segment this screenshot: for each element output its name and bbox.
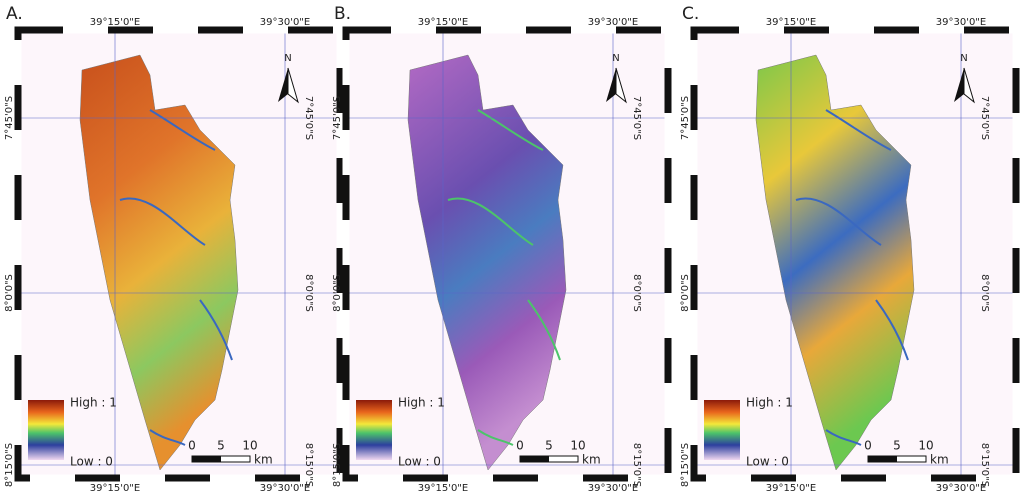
scale-tick: 0 xyxy=(864,439,872,453)
panel-label: B. xyxy=(334,4,351,24)
map-panel: C. 39°15'0"E 39°15'0"E 39°30'0"E 39°30'0"E 7°… xyxy=(680,4,1020,494)
latitude-label: 8°0'0"S xyxy=(680,274,691,312)
scale-bar xyxy=(520,456,549,462)
longitude-label: 39°15'0"E xyxy=(418,17,468,28)
latitude-label: 8°0'0"S xyxy=(631,274,642,312)
legend-ramp xyxy=(356,400,392,460)
latitude-label: 8°15'0"S xyxy=(631,443,642,487)
river xyxy=(795,109,909,446)
north-arrow xyxy=(278,68,288,102)
river xyxy=(447,109,561,446)
latitude-label: 8°0'0"S xyxy=(332,274,343,312)
river xyxy=(119,109,233,446)
map-panel: B. 39°15'0"E 39°15'0"E 39°30'0"E 39°30'0"E 7°… xyxy=(332,4,672,494)
legend-low: Low : 0 xyxy=(746,455,789,469)
scale-tick: 0 xyxy=(188,439,196,453)
latitude-label: 8°0'0"S xyxy=(979,274,990,312)
north-arrow xyxy=(606,68,616,102)
latitude-label: 8°15'0"S xyxy=(979,443,990,487)
latitude-label: 7°45'0"S xyxy=(303,96,314,140)
scale-tick: 10 xyxy=(570,439,585,453)
latitude-label: 8°15'0"S xyxy=(4,443,15,487)
legend-high: High : 1 xyxy=(70,396,117,410)
latitude-label: 8°15'0"S xyxy=(332,443,343,487)
legend-low: Low : 0 xyxy=(70,455,113,469)
north-arrow xyxy=(954,68,964,102)
longitude-label: 39°15'0"E xyxy=(766,17,816,28)
north-arrow xyxy=(287,67,299,104)
latitude-label: 8°15'0"S xyxy=(303,443,314,487)
north-label: N xyxy=(612,53,619,64)
latitude-label: 7°45'0"S xyxy=(680,96,691,140)
latitude-label: 8°15'0"S xyxy=(680,443,691,487)
frame-border xyxy=(690,26,1020,482)
north-arrow xyxy=(615,67,627,104)
latitude-label: 7°45'0"S xyxy=(4,96,15,140)
scale-tick: 0 xyxy=(516,439,524,453)
legend-low: Low : 0 xyxy=(398,455,441,469)
longitude-label: 39°15'0"E xyxy=(766,483,816,494)
scale-tick: 10 xyxy=(918,439,933,453)
study-area xyxy=(755,54,915,471)
north-label: N xyxy=(960,53,967,64)
latitude-label: 7°45'0"S xyxy=(631,96,642,140)
longitude-label: 39°30'0"E xyxy=(260,17,310,28)
longitude-label: 39°30'0"E xyxy=(588,483,638,494)
scale-tick: 5 xyxy=(545,439,553,453)
north-arrow xyxy=(963,67,975,104)
legend-ramp xyxy=(28,400,64,460)
longitude-label: 39°15'0"E xyxy=(90,17,140,28)
study-area xyxy=(407,54,567,471)
north-label: N xyxy=(284,53,291,64)
study-area xyxy=(79,54,239,471)
longitude-label: 39°30'0"E xyxy=(588,17,638,28)
latitude-label: 8°0'0"S xyxy=(4,274,15,312)
longitude-label: 39°30'0"E xyxy=(936,17,986,28)
frame-border xyxy=(342,26,672,482)
legend-ramp xyxy=(704,400,740,460)
scale-tick: 5 xyxy=(893,439,901,453)
latitude-label: 7°45'0"S xyxy=(332,96,343,140)
scale-unit: km xyxy=(930,453,949,467)
scale-tick: 5 xyxy=(217,439,225,453)
longitude-label: 39°15'0"E xyxy=(418,483,468,494)
longitude-label: 39°30'0"E xyxy=(260,483,310,494)
scale-unit: km xyxy=(254,453,273,467)
panel-label: A. xyxy=(6,4,23,24)
panel-label: C. xyxy=(682,4,699,24)
longitude-label: 39°30'0"E xyxy=(936,483,986,494)
legend-high: High : 1 xyxy=(398,396,445,410)
longitude-label: 39°15'0"E xyxy=(90,483,140,494)
legend-high: High : 1 xyxy=(746,396,793,410)
scale-unit: km xyxy=(582,453,601,467)
scale-bar xyxy=(868,456,897,462)
map-panel: A. 39°15'0"E 39°15'0"E 39°30'0"E 39°30'0"E 7°… xyxy=(4,4,344,494)
scale-bar xyxy=(192,456,221,462)
latitude-label: 7°45'0"S xyxy=(979,96,990,140)
frame-border xyxy=(14,26,344,482)
latitude-label: 8°0'0"S xyxy=(303,274,314,312)
scale-tick: 10 xyxy=(242,439,257,453)
